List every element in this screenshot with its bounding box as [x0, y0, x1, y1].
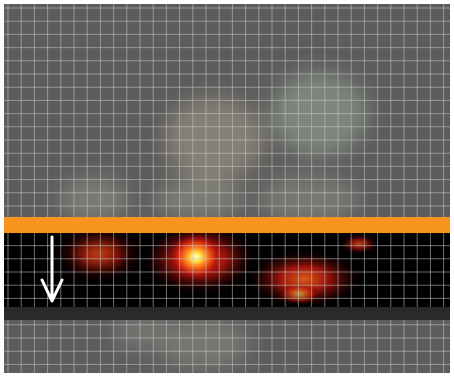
cell-shadow: [114, 314, 174, 350]
cell-shadow: [159, 319, 249, 369]
cell-shadow: [259, 175, 359, 223]
band-bottom-border: [4, 307, 450, 320]
cell-shadows: [59, 72, 367, 369]
band-top-border: [4, 217, 450, 233]
fluorescence-signal: [59, 225, 377, 307]
cell-shadow: [164, 97, 264, 181]
microscopy-image: [4, 4, 450, 373]
down-arrow-icon: [40, 235, 64, 303]
fluorescent-cell: [249, 251, 359, 307]
fluorescent-cell: [59, 232, 139, 276]
fluorescent-hotspot: [168, 233, 224, 281]
microscopy-scene: [4, 4, 450, 373]
fluorescent-cell: [341, 234, 377, 254]
cell-shadow: [154, 179, 244, 219]
fluorescent-hotspot: [279, 284, 319, 304]
cell-shadow: [59, 177, 129, 221]
